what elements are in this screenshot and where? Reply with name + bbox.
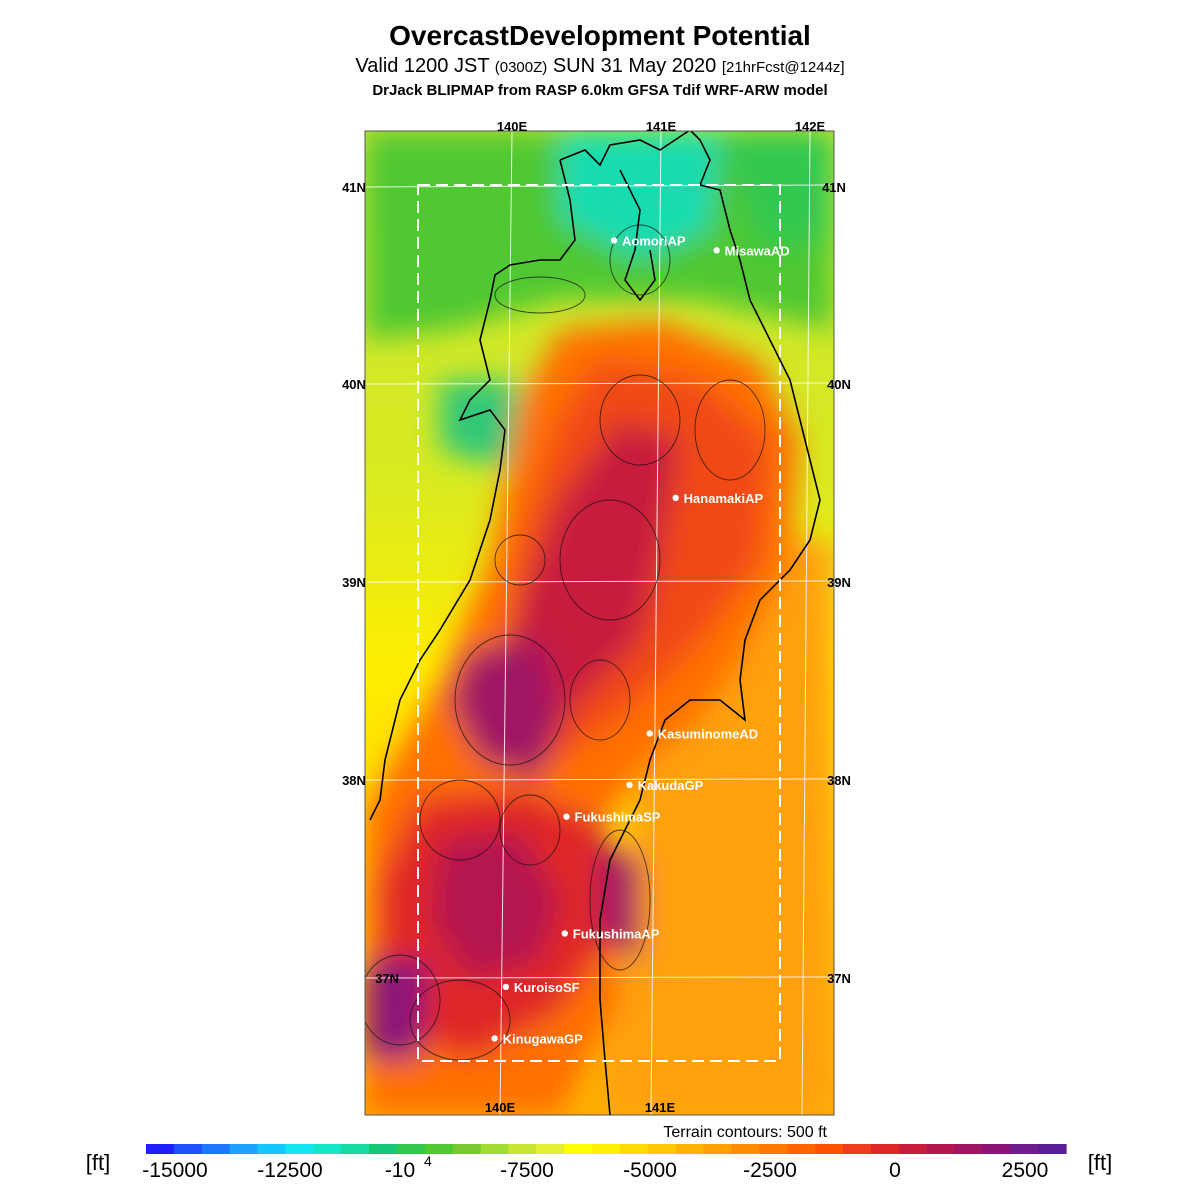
colorbar-swatch (173, 1144, 203, 1154)
colorbar-swatch (229, 1144, 259, 1154)
station-label: KuroisoSF (514, 980, 580, 995)
colorbar-swatch (508, 1144, 537, 1154)
station-label: KasuminomeAD (658, 726, 758, 741)
colorbar-tick-exponent: 4 (424, 1153, 432, 1169)
lat-label-right-40: 40N (827, 377, 851, 392)
colorbar-swatch (146, 1144, 175, 1154)
inner-domain-box (417, 184, 781, 1062)
colorbar (146, 1144, 1067, 1154)
valid-time: Valid 1200 JST (0300Z) SUN 31 May 2020 [… (0, 55, 1200, 78)
colorbar-swatch (926, 1144, 956, 1154)
station-dot (563, 813, 570, 820)
station-label: MisawaAD (725, 243, 790, 258)
colorbar-swatch (731, 1144, 760, 1154)
colorbar-swatch (536, 1144, 565, 1154)
terrain-contours (365, 224, 766, 1061)
model-description: DrJack BLIPMAP from RASP 6.0km GFSA Tdif… (372, 82, 828, 99)
station-dot (502, 983, 510, 991)
station-label: KinugawaGP (503, 1031, 584, 1046)
colorbar-swatch (759, 1144, 788, 1154)
station-dot (610, 237, 618, 244)
colorbar-swatch (675, 1144, 705, 1154)
colorbar-tick-label: -7500 (500, 1159, 554, 1182)
graticule (365, 131, 834, 1115)
valid-time-main-b: SUN 31 May 2020 (547, 55, 722, 77)
lon-label-top-141: 141E (646, 119, 677, 134)
colorbar-swatch (424, 1144, 454, 1154)
colorbar-swatch (201, 1144, 231, 1154)
station-markers: AomoriAP MisawaAD HanamakiAP KasuminomeAD Ka… (491, 233, 790, 1046)
colorbar-swatch (396, 1144, 426, 1154)
station-label: FukushimaSP (575, 810, 661, 825)
colorbar-tick-label: -10 (385, 1159, 415, 1182)
colorbar-unit-right: [ft] (1088, 1150, 1112, 1175)
colorbar-tick-label: -12500 (257, 1159, 322, 1182)
coastline (369, 131, 821, 1115)
colorbar-swatch (369, 1144, 398, 1154)
chart-title: OvercastDevelopment Potential (389, 20, 811, 51)
station-label: HanamakiAP (684, 491, 764, 506)
lat-label-right-39: 39N (827, 575, 851, 590)
colorbar-tick-label: 2500 (1002, 1159, 1049, 1182)
colorbar-swatch (480, 1144, 510, 1154)
colorbar-swatch (592, 1144, 621, 1154)
colorbar-unit-left: [ft] (86, 1150, 110, 1175)
station-dot (672, 494, 679, 502)
station-label: FukushimaAP (573, 926, 660, 941)
lat-label-left-38: 38N (342, 773, 366, 788)
colorbar-swatch (564, 1144, 593, 1154)
valid-time-utc: (0300Z) (494, 59, 548, 76)
map-field (365, 131, 834, 1115)
forecast-run: [21hrFcst@1244z] (721, 59, 845, 76)
lat-label-right-41: 41N (822, 180, 846, 195)
colorbar-swatch (285, 1144, 314, 1154)
lat-label-right-38: 38N (827, 773, 851, 788)
lat-label-right-37: 37N (827, 971, 851, 986)
station-label: AomoriAP (622, 233, 686, 248)
colorbar-swatch (787, 1144, 816, 1154)
colorbar-swatch (842, 1144, 872, 1154)
colorbar-swatch (870, 1144, 900, 1154)
station-dot (491, 1035, 498, 1042)
station-label: KakudaGP (638, 778, 704, 793)
map-frame (364, 130, 835, 1116)
colorbar-swatch (982, 1144, 1011, 1154)
lat-label-left-37: 37N (375, 971, 399, 986)
station-dot (646, 730, 653, 737)
colorbar-swatch (1010, 1144, 1039, 1154)
terrain-contour-note: Terrain contours: 500 ft (663, 1124, 827, 1141)
lon-label-top-140: 140E (497, 119, 528, 134)
colorbar-tick-label: 0 (889, 1159, 901, 1182)
colorbar-swatch (619, 1144, 649, 1154)
colorbar-swatch (452, 1144, 482, 1154)
lon-label-bottom-140: 140E (485, 1100, 516, 1115)
colorbar-swatch (341, 1144, 370, 1154)
colorbar-tick-label: -15000 (142, 1159, 207, 1182)
lon-label-top-142: 142E (795, 119, 826, 134)
colorbar-swatch (257, 1144, 286, 1154)
colorbar-tick-label: -5000 (623, 1159, 677, 1182)
colorbar-swatch (815, 1144, 844, 1154)
colorbar-swatch (1038, 1144, 1067, 1154)
lon-label-bottom-141: 141E (645, 1100, 676, 1115)
valid-time-main-a: Valid 1200 JST (355, 55, 495, 77)
colorbar-swatch (954, 1144, 983, 1154)
station-dot (713, 247, 720, 254)
colorbar-ticks: -15000 -12500 -10 4 -7500 -5000 -2500 0 2500 (142, 1153, 1048, 1182)
station-dot (561, 930, 568, 937)
colorbar-swatch (898, 1144, 928, 1154)
lat-label-left-40: 40N (342, 377, 366, 392)
station-dot (626, 781, 633, 789)
colorbar-swatch (313, 1144, 342, 1154)
colorbar-tick-label: -2500 (743, 1159, 797, 1182)
lat-label-left-39: 39N (342, 575, 366, 590)
colorbar-swatch (647, 1144, 677, 1154)
lat-label-left-41: 41N (342, 180, 366, 195)
colorbar-swatch (703, 1144, 733, 1154)
